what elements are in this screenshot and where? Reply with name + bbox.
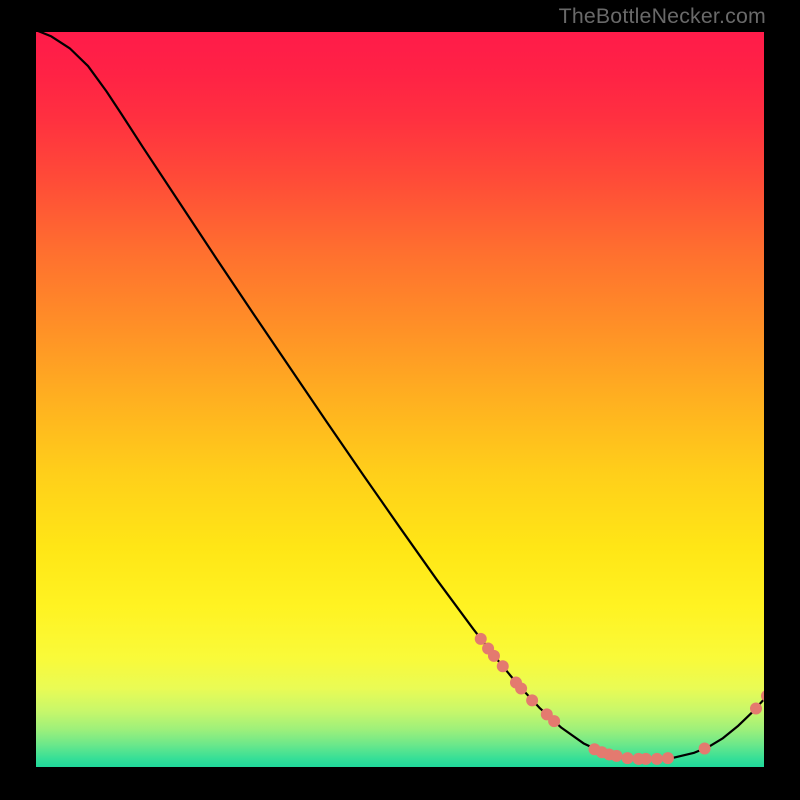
scatter-point bbox=[622, 752, 634, 764]
scatter-point bbox=[526, 694, 538, 706]
scatter-point bbox=[662, 752, 674, 764]
scatter-point bbox=[651, 753, 663, 765]
plot-svg bbox=[33, 29, 767, 770]
scatter-point bbox=[475, 633, 487, 645]
scatter-point bbox=[488, 650, 500, 662]
scatter-point bbox=[548, 715, 560, 727]
plot-area bbox=[33, 29, 767, 770]
scatter-point bbox=[699, 743, 711, 755]
scatter-point bbox=[515, 682, 527, 694]
scatter-point bbox=[750, 703, 762, 715]
chart-stage: TheBottleNecker.com bbox=[0, 0, 800, 800]
gradient-background bbox=[33, 29, 767, 770]
scatter-point bbox=[611, 750, 623, 762]
scatter-point bbox=[640, 753, 652, 765]
scatter-point bbox=[497, 660, 509, 672]
watermark-text: TheBottleNecker.com bbox=[559, 4, 766, 29]
